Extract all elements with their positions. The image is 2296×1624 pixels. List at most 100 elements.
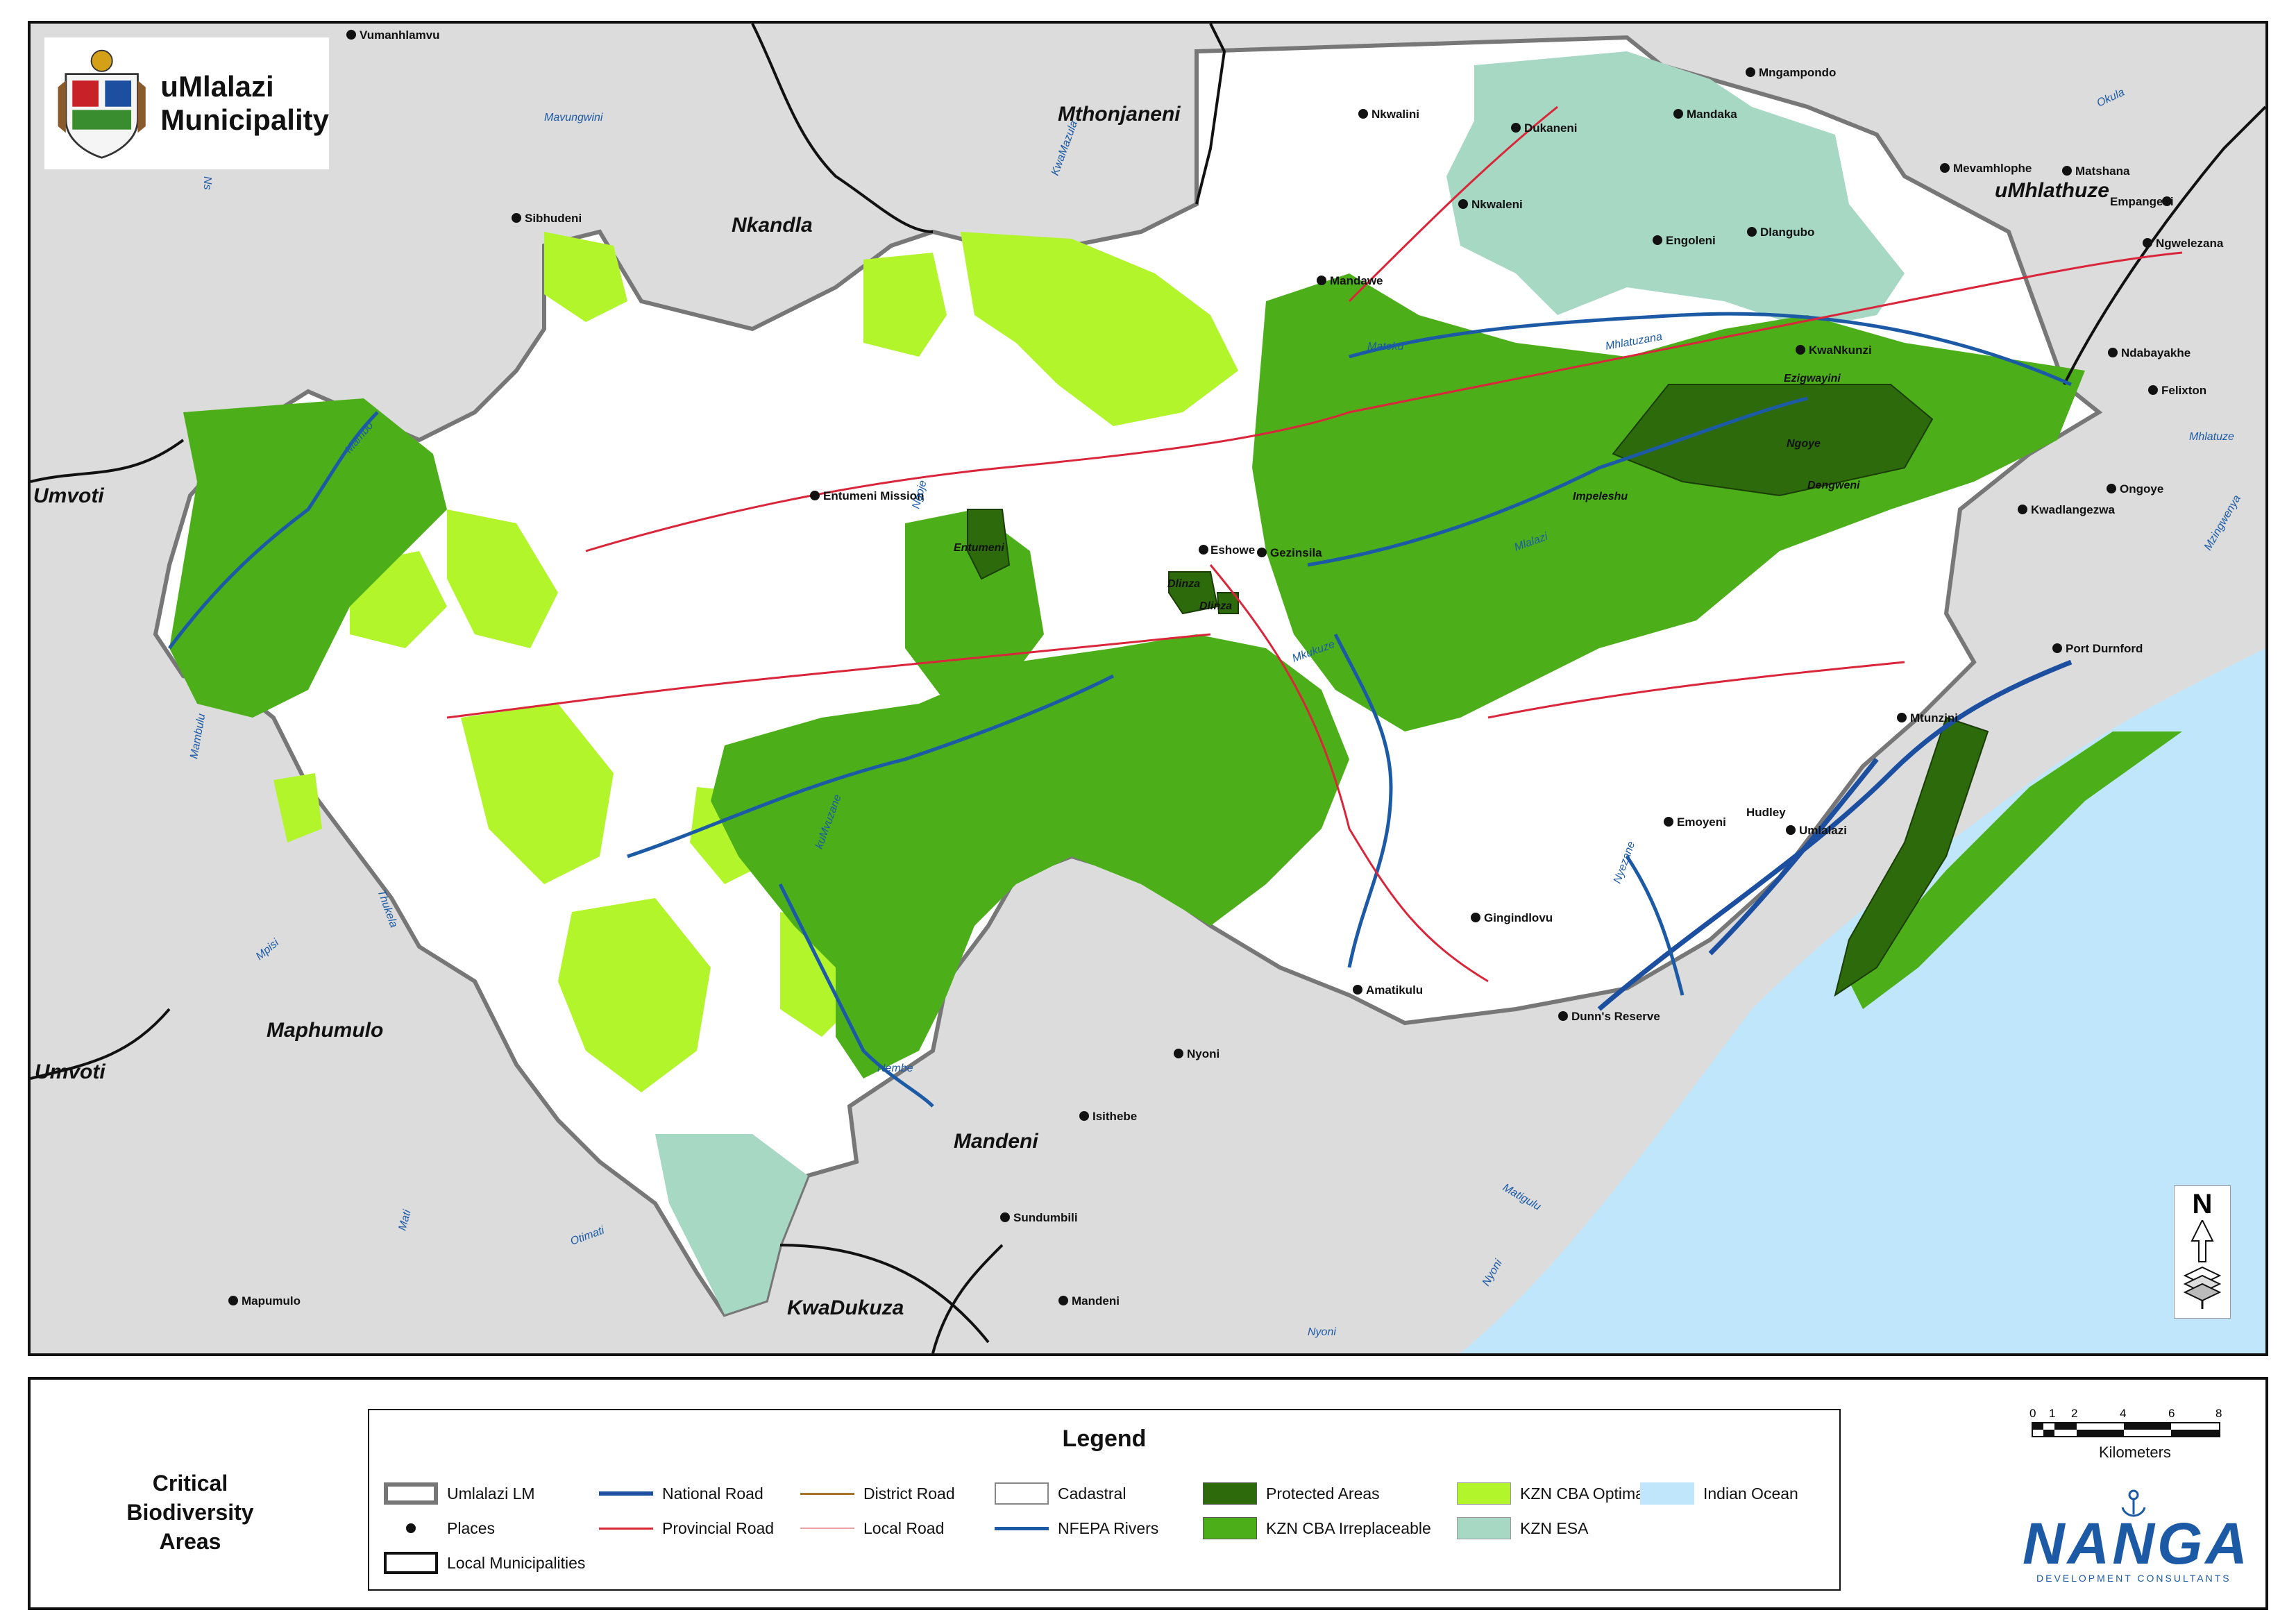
svg-text:Entumeni: Entumeni xyxy=(954,542,1004,554)
place-marker[interactable]: Isithebe xyxy=(1079,1110,1137,1123)
protected-dlinza2 xyxy=(1216,592,1239,614)
svg-text:Nyoni: Nyoni xyxy=(1187,1047,1219,1060)
place-marker[interactable]: Ndabayakhe xyxy=(2108,346,2191,360)
region-maphumulo: Maphumulo xyxy=(267,1019,383,1042)
title-line-1: uMlalazi xyxy=(160,70,274,103)
place-marker[interactable]: Sibhudeni xyxy=(512,212,582,225)
bottom-panel: Critical Biodiversity Areas Legend Umlal… xyxy=(28,1377,2268,1610)
svg-text:Entumeni Mission: Entumeni Mission xyxy=(823,489,924,502)
svg-text:Ongoye: Ongoye xyxy=(2120,482,2163,496)
svg-text:Gezinsila: Gezinsila xyxy=(1270,546,1322,559)
svg-text:Mavungwini: Mavungwini xyxy=(544,112,603,124)
legend-item-nfepa-rivers: NFEPA Rivers xyxy=(994,1514,1158,1542)
svg-text:Mpisi: Mpisi xyxy=(254,937,282,963)
esa-area-north xyxy=(1446,51,1905,329)
svg-text:Mngampondo: Mngampondo xyxy=(1759,66,1836,79)
svg-text:Mhlatuze: Mhlatuze xyxy=(2189,431,2234,443)
place-marker[interactable]: Mtunzini xyxy=(1897,711,1958,725)
place-marker[interactable]: Empangeni xyxy=(2110,195,2174,208)
region-mandeni: Mandeni xyxy=(954,1130,1038,1153)
map-title: Critical Biodiversity Areas xyxy=(126,1471,254,1554)
place-marker[interactable]: Mngampondo xyxy=(1746,66,1836,79)
svg-text:Mevamhlophe: Mevamhlophe xyxy=(1953,162,2032,175)
svg-text:1: 1 xyxy=(2049,1407,2055,1420)
svg-text:KwaMazula: KwaMazula xyxy=(1049,119,1080,178)
svg-text:Dengweni: Dengweni xyxy=(1807,480,1860,491)
place-marker[interactable]: Nkwaleni xyxy=(1458,198,1523,211)
svg-text:0: 0 xyxy=(2029,1407,2036,1420)
place-marker[interactable]: Mandeni xyxy=(1058,1294,1120,1308)
place-marker[interactable]: Felixton xyxy=(2148,384,2206,397)
svg-text:Ngoye: Ngoye xyxy=(1787,438,1821,450)
place-marker[interactable]: Gingindlovu xyxy=(1471,911,1553,924)
legend-title: Legend xyxy=(1062,1426,1147,1452)
svg-text:Mateku: Mateku xyxy=(1367,341,1404,353)
protected-areas xyxy=(967,384,1989,997)
title-line-2: Municipality xyxy=(160,103,329,136)
svg-text:Matigulu: Matigulu xyxy=(1501,1182,1543,1213)
place-marker[interactable]: Emoyeni xyxy=(1664,815,1726,829)
place-marker[interactable]: Vumanhlamvu xyxy=(346,28,440,42)
svg-text:Mapumulo: Mapumulo xyxy=(242,1294,301,1308)
svg-text:Nembe: Nembe xyxy=(877,1063,913,1074)
protected-dlinza xyxy=(1168,571,1219,615)
svg-text:Dlangubo: Dlangubo xyxy=(1760,226,1814,239)
svg-text:Dukaneni: Dukaneni xyxy=(1524,121,1578,135)
place-marker[interactable]: Engoleni xyxy=(1653,234,1716,247)
protected-mtunzini xyxy=(1834,716,1989,997)
company-name: NANGA xyxy=(2023,1511,2250,1576)
svg-text:Ns: Ns xyxy=(201,176,213,190)
svg-text:Mandaka: Mandaka xyxy=(1687,108,1737,121)
map-canvas[interactable]: Mthonjaneni Nkandla uMhlathuze Umvoti Um… xyxy=(31,24,2265,1353)
place-marker[interactable]: Amatikulu xyxy=(1353,983,1423,997)
place-marker[interactable]: Mandawe xyxy=(1317,274,1383,287)
place-marker[interactable]: Matshana xyxy=(2062,164,2130,178)
municipality-title: uMlalazi Municipality xyxy=(160,70,329,137)
place-marker[interactable]: Dukaneni xyxy=(1511,121,1578,135)
legend-item-protected-areas: Protected Areas xyxy=(1202,1480,1380,1507)
svg-text:Eshowe: Eshowe xyxy=(1210,543,1255,557)
place-marker[interactable]: KwaNkunzi xyxy=(1796,344,1872,357)
place-hudley: Hudley xyxy=(1746,806,1786,819)
place-marker[interactable]: Nkwalini xyxy=(1358,108,1419,121)
place-marker[interactable]: Umlalazi xyxy=(1786,824,1847,837)
svg-text:Mandeni: Mandeni xyxy=(1072,1294,1120,1308)
svg-text:Isithebe: Isithebe xyxy=(1092,1110,1137,1123)
north-arrow: N xyxy=(2174,1185,2231,1319)
svg-text:Sundumbili: Sundumbili xyxy=(1013,1211,1078,1224)
scale-unit: Kilometers xyxy=(2099,1444,2171,1461)
svg-text:Mtunzini: Mtunzini xyxy=(1910,711,1958,725)
place-marker[interactable]: Sundumbili xyxy=(1000,1211,1078,1224)
local-municipality-borders xyxy=(31,24,2265,1353)
place-marker[interactable]: Ongoye xyxy=(2107,482,2163,496)
places: Vumanhlamvu Sibhudeni Entumeni Mission E… xyxy=(228,28,2224,1308)
svg-text:Matshana: Matshana xyxy=(2075,164,2130,178)
place-marker[interactable]: Dlangubo xyxy=(1747,226,1814,239)
svg-text:Vumanhlamvu: Vumanhlamvu xyxy=(360,28,440,42)
place-marker[interactable]: Nyoni xyxy=(1174,1047,1219,1060)
place-marker[interactable]: Mapumulo xyxy=(228,1294,301,1308)
company-subtitle: DEVELOPMENT CONSULTANTS xyxy=(2036,1573,2231,1584)
svg-text:4: 4 xyxy=(2120,1407,2126,1420)
place-marker[interactable]: Kwadlangezwa xyxy=(2018,503,2115,516)
place-marker[interactable]: Ngwelezana xyxy=(2143,237,2224,250)
svg-text:Nyoni: Nyoni xyxy=(1480,1258,1505,1288)
place-marker[interactable]: Mevamhlophe xyxy=(1940,162,2032,175)
svg-text:Mati: Mati xyxy=(396,1208,413,1232)
place-marker[interactable]: Entumeni Mission xyxy=(810,489,924,502)
place-marker[interactable]: Eshowe xyxy=(1199,543,1255,557)
svg-text:8: 8 xyxy=(2215,1407,2222,1420)
svg-text:Nyoni: Nyoni xyxy=(1308,1326,1336,1338)
place-marker[interactable]: Gezinsila xyxy=(1257,546,1322,559)
protected-entumeni xyxy=(967,509,1011,580)
legend-item-cadastral: Cadastral xyxy=(994,1480,1126,1507)
map-frame[interactable]: Mthonjaneni Nkandla uMhlathuze Umvoti Um… xyxy=(28,21,2268,1356)
legend: Legend Umlalazi LM Places Local Municipa… xyxy=(368,1409,1841,1591)
legend-item-indian-ocean: Indian Ocean xyxy=(1639,1480,1798,1507)
legend-item-esa: KZN ESA xyxy=(1456,1514,1588,1542)
place-marker[interactable]: Dunn's Reserve xyxy=(1558,1010,1660,1023)
region-kwadukuza: KwaDukuza xyxy=(787,1296,904,1319)
place-marker[interactable]: Mandaka xyxy=(1673,108,1737,121)
svg-text:Umlalazi: Umlalazi xyxy=(1799,824,1847,837)
place-marker[interactable]: Port Durnford xyxy=(2052,642,2143,655)
